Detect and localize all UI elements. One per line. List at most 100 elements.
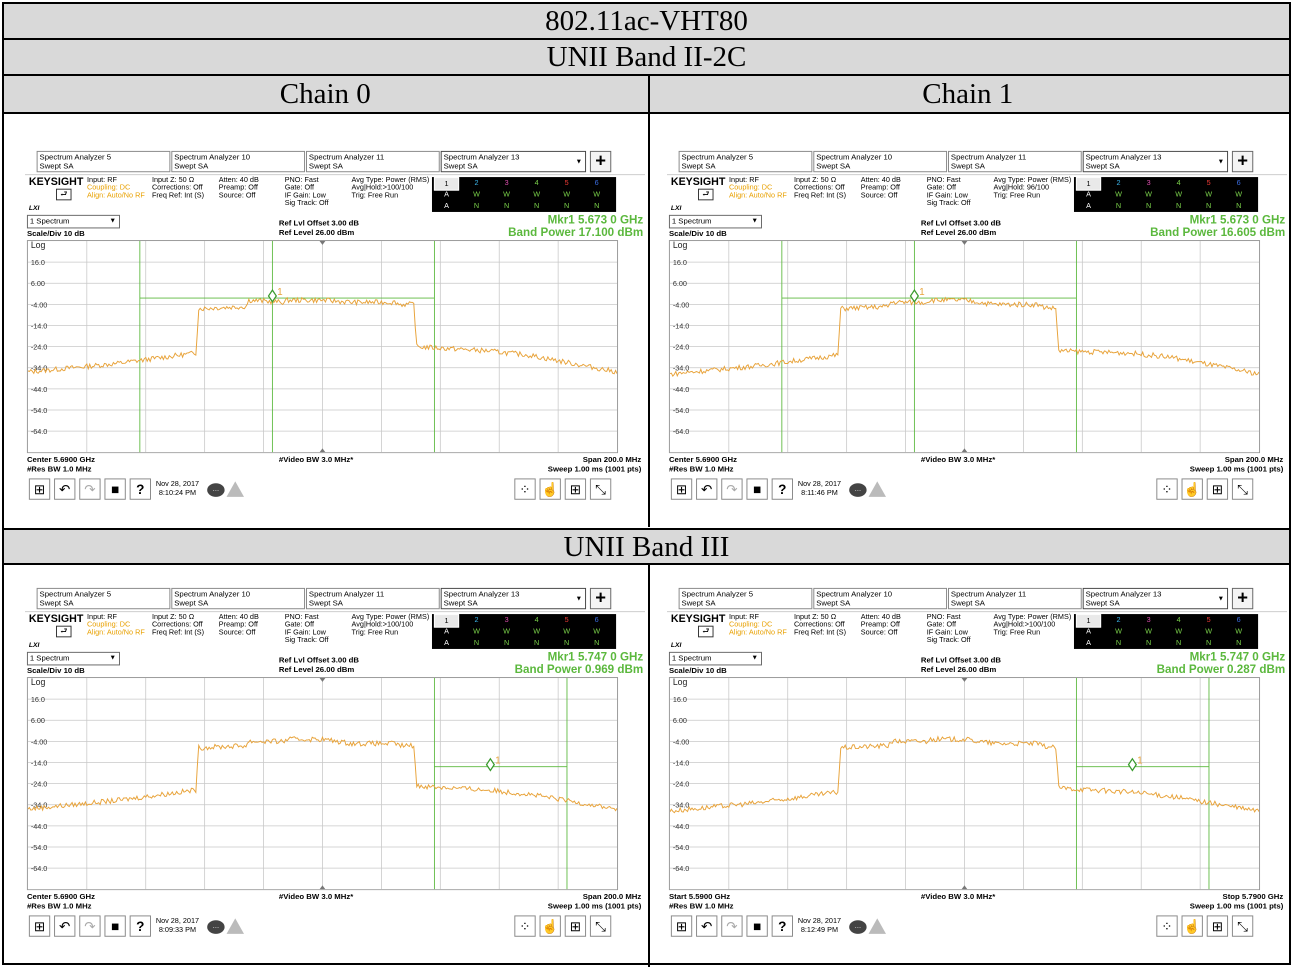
add-tab-button[interactable]: + bbox=[1231, 150, 1254, 173]
plot-footer: Start 5.5900 GHz #Res BW 1.0 MHz #Video B… bbox=[667, 890, 1287, 912]
trace-cell: 4 bbox=[1176, 178, 1181, 187]
gate-text: Gate: Off bbox=[926, 182, 957, 192]
grid-dots-icon[interactable]: ⁘ bbox=[514, 915, 536, 937]
folder-icon[interactable]: ■ bbox=[746, 915, 768, 937]
redo-icon[interactable]: ↷ bbox=[79, 915, 101, 937]
fullscreen-icon[interactable]: ⤡ bbox=[589, 915, 612, 937]
touch-icon[interactable]: ☝ bbox=[539, 915, 561, 937]
message-icon[interactable]: ⮐ bbox=[56, 625, 72, 638]
help-icon[interactable]: ? bbox=[129, 478, 151, 500]
windows-icon[interactable]: ⊞ bbox=[670, 478, 693, 500]
time-text: 8:12:49 PM bbox=[800, 925, 839, 934]
tab-analyzer-13[interactable]: Spectrum Analyzer 13 Swept SA ▼ bbox=[440, 150, 587, 173]
window-grid-icon[interactable]: ⊞ bbox=[1206, 915, 1229, 937]
redo-icon[interactable]: ↷ bbox=[721, 478, 743, 500]
input-z-text: Input Z: 50 Ω bbox=[793, 612, 837, 621]
chat-icon[interactable]: … bbox=[849, 920, 867, 934]
grid-dots-icon[interactable]: ⁘ bbox=[1156, 478, 1178, 500]
add-tab-button[interactable]: + bbox=[1231, 587, 1254, 610]
tab-analyzer-5[interactable]: Spectrum Analyzer 5 Swept SA bbox=[678, 150, 813, 173]
trace-table[interactable]: 1 2 3 4 5 6 A W W W W W A N N N N N bbox=[1073, 177, 1259, 212]
dropdown-arrow-icon[interactable]: ▼ bbox=[575, 158, 583, 166]
message-icon[interactable]: ⮐ bbox=[698, 625, 714, 638]
spectrum-plot[interactable]: Log 16.0 6.00 -4.00 -14.0 -24.0 -34.0 -44.0 -54… bbox=[26, 240, 619, 454]
view-select[interactable]: 1 Spectrum ▼ bbox=[668, 651, 762, 666]
touch-icon[interactable]: ☝ bbox=[1181, 915, 1203, 937]
dropdown-arrow-icon[interactable]: ▼ bbox=[1217, 595, 1225, 603]
tab-analyzer-5[interactable]: Spectrum Analyzer 5 Swept SA bbox=[678, 587, 813, 610]
warning-icon[interactable] bbox=[868, 918, 886, 934]
tab-analyzer-11[interactable]: Spectrum Analyzer 11 Swept SA bbox=[948, 150, 1082, 173]
log-label: Log bbox=[672, 240, 688, 250]
tab-analyzer-13[interactable]: Spectrum Analyzer 13 Swept SA ▼ bbox=[1082, 587, 1229, 610]
fullscreen-icon[interactable]: ⤡ bbox=[1231, 915, 1254, 937]
trace-cell: W bbox=[593, 626, 601, 636]
tab-analyzer-5[interactable]: Spectrum Analyzer 5 Swept SA bbox=[36, 587, 171, 610]
tab-analyzer-10[interactable]: Spectrum Analyzer 10 Swept SA bbox=[813, 150, 948, 173]
view-select[interactable]: 1 Spectrum ▼ bbox=[26, 214, 120, 229]
fullscreen-icon[interactable]: ⤡ bbox=[589, 478, 612, 500]
chat-icon[interactable]: … bbox=[207, 920, 225, 934]
folder-icon[interactable]: ■ bbox=[104, 915, 126, 937]
folder-icon[interactable]: ■ bbox=[746, 478, 768, 500]
tab-analyzer-5[interactable]: Spectrum Analyzer 5 Swept SA bbox=[36, 150, 171, 173]
dropdown-arrow-icon[interactable]: ▼ bbox=[1217, 158, 1225, 166]
chat-icon[interactable]: … bbox=[207, 483, 225, 497]
undo-icon[interactable]: ↶ bbox=[696, 915, 718, 937]
help-icon[interactable]: ? bbox=[771, 478, 793, 500]
grid-dots-icon[interactable]: ⁘ bbox=[514, 478, 536, 500]
tab-analyzer-10[interactable]: Spectrum Analyzer 10 Swept SA bbox=[171, 587, 306, 610]
tab-analyzer-13[interactable]: Spectrum Analyzer 13 Swept SA ▼ bbox=[1082, 150, 1229, 173]
trace-table[interactable]: 1 2 3 4 5 6 A W W W W W A N N N N N bbox=[431, 614, 617, 649]
undo-icon[interactable]: ↶ bbox=[54, 478, 76, 500]
windows-icon[interactable]: ⊞ bbox=[670, 915, 693, 937]
window-grid-icon[interactable]: ⊞ bbox=[1206, 478, 1229, 500]
grid-dots-icon[interactable]: ⁘ bbox=[1156, 915, 1178, 937]
touch-icon[interactable]: ☝ bbox=[539, 478, 561, 500]
view-select[interactable]: 1 Spectrum ▼ bbox=[668, 214, 762, 229]
sig-track-text: Sig Track: Off bbox=[284, 635, 329, 645]
view-select[interactable]: 1 Spectrum ▼ bbox=[26, 651, 120, 666]
view-label: 1 Spectrum bbox=[29, 653, 70, 663]
tab-sublabel: Swept SA bbox=[443, 598, 478, 608]
window-grid-icon[interactable]: ⊞ bbox=[564, 478, 587, 500]
dropdown-arrow-icon[interactable]: ▼ bbox=[575, 595, 583, 603]
message-icon[interactable]: ⮐ bbox=[698, 188, 714, 201]
redo-icon[interactable]: ↷ bbox=[721, 915, 743, 937]
tab-analyzer-13[interactable]: Spectrum Analyzer 13 Swept SA ▼ bbox=[440, 587, 587, 610]
undo-icon[interactable]: ↶ bbox=[54, 915, 76, 937]
spectrum-plot[interactable]: Log 16.0 6.00 -4.00 -14.0 -24.0 -34.0 -44.0 -54… bbox=[26, 677, 619, 891]
spectrum-plot[interactable]: Log 16.0 6.00 -4.00 -14.0 -24.0 -34.0 -44.0 -54… bbox=[668, 677, 1261, 891]
folder-icon[interactable]: ■ bbox=[104, 478, 126, 500]
help-icon[interactable]: ? bbox=[771, 915, 793, 937]
warning-icon[interactable] bbox=[226, 918, 244, 934]
windows-icon[interactable]: ⊞ bbox=[28, 478, 51, 500]
touch-icon[interactable]: ☝ bbox=[1181, 478, 1203, 500]
add-tab-button[interactable]: + bbox=[589, 150, 612, 173]
redo-icon[interactable]: ↷ bbox=[79, 478, 101, 500]
trace-cell: A bbox=[444, 626, 449, 636]
tab-label: Spectrum Analyzer 5 bbox=[681, 152, 754, 162]
tab-analyzer-10[interactable]: Spectrum Analyzer 10 Swept SA bbox=[813, 587, 948, 610]
tab-analyzer-10[interactable]: Spectrum Analyzer 10 Swept SA bbox=[171, 150, 306, 173]
warning-icon[interactable] bbox=[226, 481, 244, 497]
trace-table[interactable]: 1 2 3 4 5 6 A W W W W W A N N N N N bbox=[431, 177, 617, 212]
undo-icon[interactable]: ↶ bbox=[696, 478, 718, 500]
y-tick-label: 16.0 bbox=[31, 258, 45, 267]
warning-icon[interactable] bbox=[868, 481, 886, 497]
windows-icon[interactable]: ⊞ bbox=[28, 915, 51, 937]
tab-analyzer-11[interactable]: Spectrum Analyzer 11 Swept SA bbox=[948, 587, 1082, 610]
message-icon[interactable]: ⮐ bbox=[56, 188, 72, 201]
help-icon[interactable]: ? bbox=[129, 915, 151, 937]
chat-icon[interactable]: … bbox=[849, 483, 867, 497]
tab-analyzer-11[interactable]: Spectrum Analyzer 11 Swept SA bbox=[306, 150, 440, 173]
add-tab-button[interactable]: + bbox=[589, 587, 612, 610]
trace-table[interactable]: 1 2 3 4 5 6 A W W W W W A N N N N N bbox=[1073, 614, 1259, 649]
spectrum-plot[interactable]: Log 16.0 6.00 -4.00 -14.0 -24.0 -34.0 -44.0 -54… bbox=[668, 240, 1261, 454]
measurement-header: 1 Spectrum ▼ Scale/Div 10 dB Ref Lvl Offs… bbox=[25, 212, 645, 241]
tab-analyzer-11[interactable]: Spectrum Analyzer 11 Swept SA bbox=[306, 587, 440, 610]
fullscreen-icon[interactable]: ⤡ bbox=[1231, 478, 1254, 500]
tab-label: Spectrum Analyzer 10 bbox=[816, 152, 893, 162]
window-grid-icon[interactable]: ⊞ bbox=[564, 915, 587, 937]
